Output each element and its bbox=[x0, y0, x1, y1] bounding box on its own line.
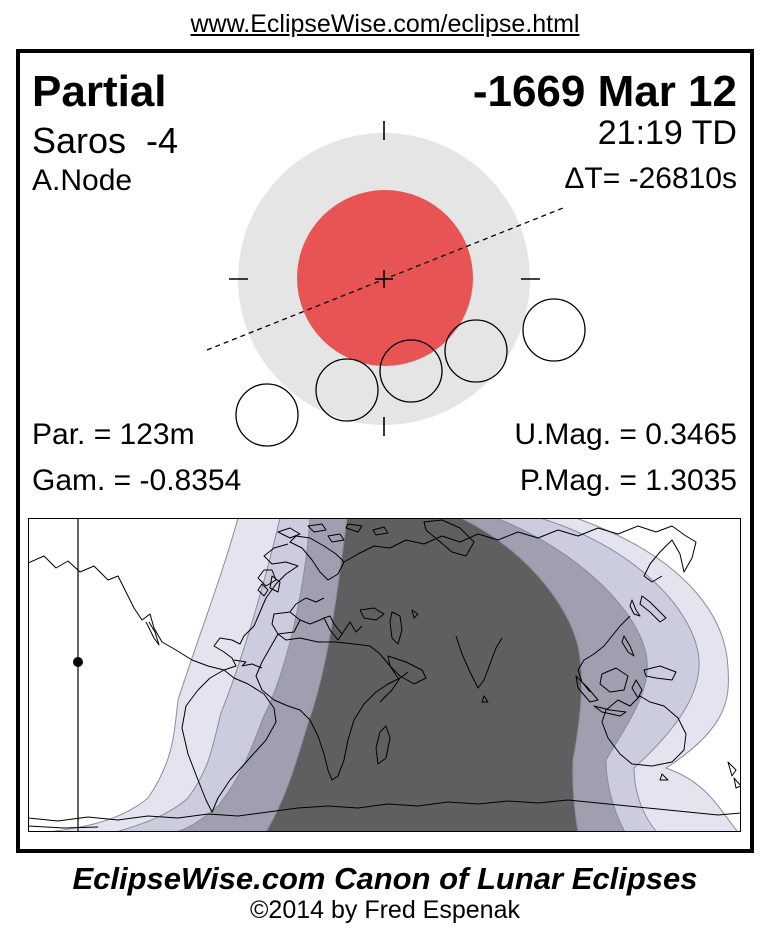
saros-label: Saros -4 bbox=[32, 120, 179, 161]
footer-copyright: ©2014 by Fred Espenak bbox=[250, 896, 520, 924]
eclipse-card-frame bbox=[16, 49, 754, 853]
stat-gamma: Gam. = -0.8354 bbox=[32, 464, 242, 497]
stat-umbral-magnitude: U.Mag. = 0.3465 bbox=[514, 418, 737, 451]
eclipse-type-title: Partial bbox=[32, 67, 167, 116]
stat-penumbral-magnitude: P.Mag. = 1.3035 bbox=[519, 464, 737, 497]
moon-position-circle bbox=[235, 383, 299, 447]
footer-title: EclipseWise.com Canon of Lunar Eclipses bbox=[72, 861, 698, 896]
eclipse-geometry-diagram bbox=[206, 121, 586, 447]
shadow-center-cross bbox=[375, 270, 393, 288]
moon-position-circle bbox=[379, 339, 443, 403]
eclipse-date: -1669 Mar 12 bbox=[472, 67, 737, 116]
moon-position-circle bbox=[444, 319, 508, 383]
stat-parallax: Par. = 123m bbox=[32, 418, 195, 451]
eclipse-time: 21:19 TD bbox=[597, 114, 737, 152]
moon-position-circle bbox=[315, 358, 379, 422]
umbra-circle bbox=[297, 190, 473, 366]
node-label: A.Node bbox=[32, 164, 133, 197]
moon-position-circle bbox=[522, 298, 586, 362]
url-link[interactable]: www.EclipseWise.com/eclipse.html bbox=[190, 10, 580, 38]
sub-lunar-point-dot bbox=[73, 657, 83, 667]
visibility-map bbox=[28, 518, 741, 832]
cardinal-ticks bbox=[229, 121, 540, 436]
coastlines bbox=[28, 519, 741, 829]
delta-t-value: ΔT= -26810s bbox=[564, 162, 737, 195]
moon-contact-positions bbox=[235, 298, 586, 447]
